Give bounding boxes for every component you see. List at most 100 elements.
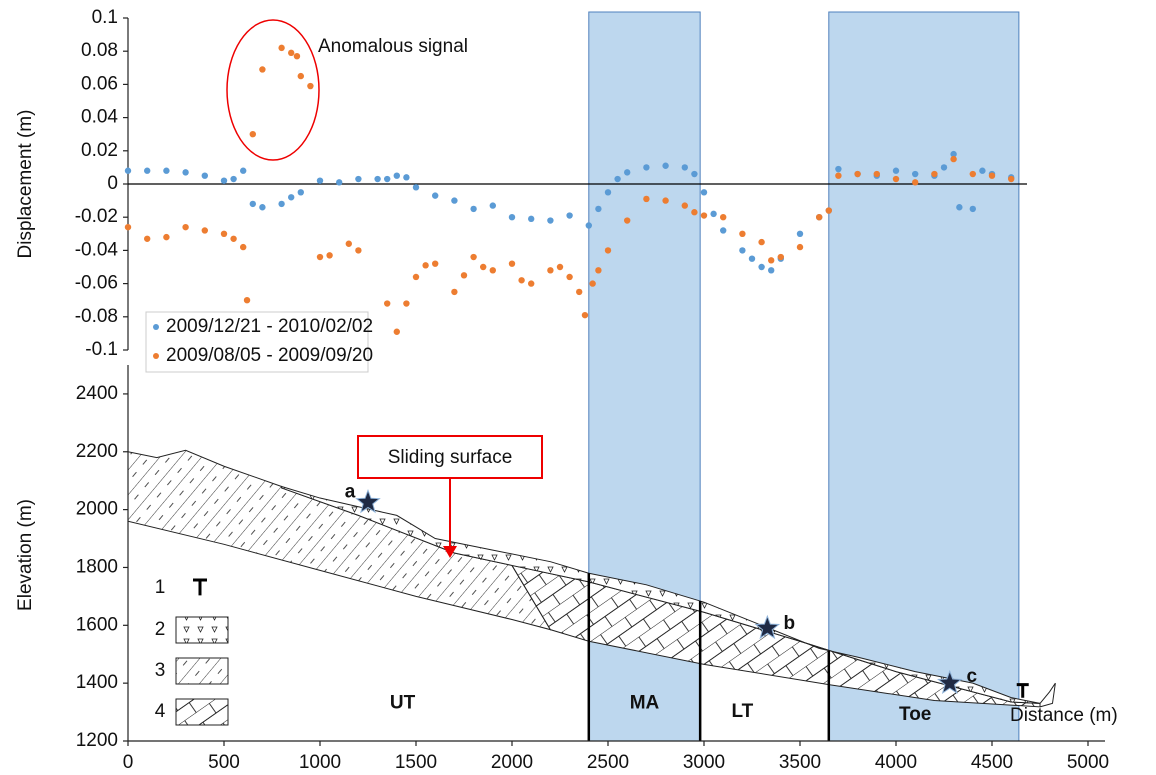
annotation: Sliding surface [388, 447, 513, 468]
data-point [451, 288, 458, 296]
data-point [393, 172, 400, 179]
x-tick-label: 3000 [683, 752, 725, 773]
data-point [758, 263, 765, 271]
data-point [969, 170, 976, 178]
data-point [518, 277, 525, 284]
y-tick-label: 1200 [76, 730, 118, 751]
data-point [691, 209, 698, 216]
data-point [576, 288, 583, 296]
data-point [589, 280, 596, 287]
data-point [278, 200, 285, 208]
data-point [293, 52, 301, 60]
data-point [124, 167, 132, 174]
data-point [220, 177, 228, 184]
x-tick-label: 3500 [779, 752, 821, 773]
data-point [201, 172, 208, 179]
y-tick-label: -0.04 [75, 239, 119, 260]
annotation-box [357, 435, 543, 479]
data-point [508, 260, 516, 267]
data-point [470, 253, 477, 261]
y-tick-label: -0.1 [85, 339, 118, 360]
legend-number: 3 [155, 660, 166, 681]
data-point [249, 200, 256, 208]
legend-number: 2 [155, 619, 166, 640]
y-tick-label: 1400 [76, 672, 118, 693]
data-point [835, 172, 842, 179]
legend-swatch [175, 698, 229, 726]
data-point [384, 175, 391, 183]
x-tick-label: 4000 [875, 752, 917, 773]
y-tick-label: 0.06 [81, 73, 118, 94]
x-tick-label: 500 [208, 752, 240, 773]
sample-point [936, 669, 963, 695]
data-point [681, 164, 688, 171]
data-point [144, 167, 151, 174]
y-tick-label: 2000 [76, 499, 118, 520]
sample-point [355, 488, 381, 514]
legend-label: 2009/12/21 - 2010/02/02 [166, 316, 373, 337]
data-point [374, 175, 381, 183]
y-tick-label: 2200 [76, 441, 118, 462]
legend-marker [153, 353, 159, 359]
data-point [547, 267, 554, 274]
data-point [816, 214, 823, 221]
data-point [470, 205, 477, 213]
data-point [700, 212, 708, 219]
data-point [777, 253, 784, 261]
data-point [230, 175, 237, 183]
annotation: Anomalous signal [318, 36, 468, 57]
data-point [393, 328, 400, 335]
legend-swatch [175, 657, 229, 685]
data-point [748, 255, 756, 262]
data-point [768, 267, 775, 274]
y-tick-label: 1600 [76, 614, 118, 635]
y-tick-label: 0.04 [81, 107, 118, 128]
y-tick-label: 2400 [76, 383, 118, 404]
data-point [182, 223, 189, 231]
data-point [768, 257, 775, 264]
data-point [739, 247, 746, 254]
legend-marker [153, 324, 159, 330]
y-tick-label: 1800 [76, 556, 118, 577]
data-point [243, 297, 251, 304]
data-point [566, 273, 573, 281]
sample-label: a [345, 481, 356, 502]
data-point [297, 189, 304, 196]
data-point [489, 267, 496, 274]
data-point [182, 169, 189, 176]
y-tick-label: 0.02 [81, 140, 118, 161]
data-point [566, 212, 573, 219]
data-point [988, 172, 996, 179]
x-tick-label: 4500 [971, 752, 1013, 773]
data-point [451, 197, 458, 204]
data-point [163, 167, 170, 174]
sample-point [754, 614, 781, 640]
data-point [662, 197, 669, 204]
y-tick-label: -0.06 [75, 273, 118, 294]
data-point [595, 267, 602, 274]
data-point [825, 207, 832, 214]
data-point [700, 189, 708, 196]
data-point [403, 300, 410, 307]
y-tick-label: 0.08 [81, 40, 118, 61]
data-point [796, 230, 804, 237]
data-point [912, 170, 919, 178]
data-point [355, 247, 362, 254]
deposit-layer-2 [281, 485, 1041, 704]
data-point [835, 165, 842, 173]
tension-crack-symbol [1016, 683, 1029, 698]
data-point [412, 184, 420, 191]
data-point [326, 252, 333, 259]
data-point [432, 260, 439, 267]
data-point [758, 238, 765, 246]
data-point [585, 222, 592, 229]
elevation-panel: 1 2 3 4 1200 1400 1600 1800 2000 2200 2400 0 500 1000… [15, 365, 1118, 773]
x-tick-label: 2500 [587, 752, 629, 773]
data-point [739, 230, 746, 237]
data-point [432, 192, 439, 199]
cross-section: a b c UT MA LT Toe Sliding surface [127, 435, 1056, 741]
legend-box [145, 311, 369, 373]
data-point [460, 272, 468, 279]
data-point [604, 189, 612, 196]
data-point [316, 177, 324, 184]
